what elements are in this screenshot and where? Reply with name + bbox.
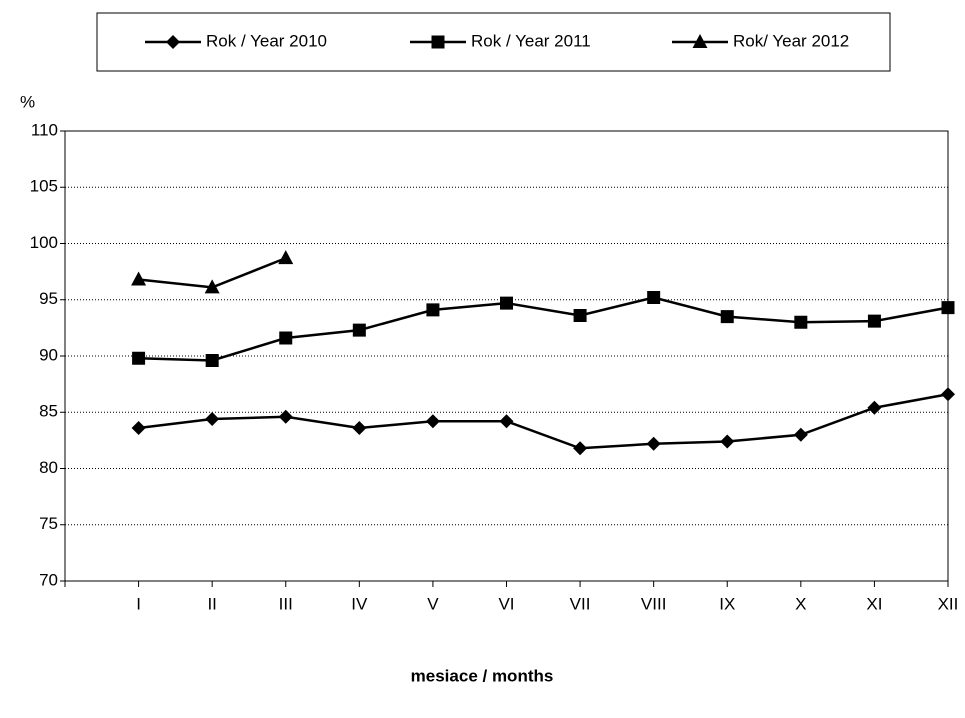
series-line: [138, 393, 949, 450]
legend-marker: [166, 35, 180, 49]
data-point: [573, 441, 588, 456]
x-axis-label: mesiace / months: [411, 666, 554, 685]
data-point: [426, 303, 440, 317]
data-point: [794, 315, 808, 329]
x-tick-label: IX: [719, 594, 735, 613]
data-point: [425, 414, 440, 429]
data-point: [941, 387, 955, 402]
x-tick-label: VII: [570, 594, 591, 613]
legend-marker: [692, 34, 708, 48]
y-axis-label: %: [20, 92, 35, 111]
legend-box: [96, 12, 891, 72]
data-point: [352, 421, 367, 435]
y-tick-label: 95: [39, 289, 58, 308]
x-tick-label: VIII: [641, 594, 667, 613]
data-point: [278, 409, 293, 424]
y-tick-label: 80: [39, 458, 58, 477]
y-tick-label: 90: [39, 345, 58, 364]
data-point: [941, 301, 955, 315]
x-tick-label: XII: [938, 594, 959, 613]
data-point: [573, 309, 587, 322]
y-tick-label: 110: [31, 120, 58, 139]
data-point: [131, 271, 147, 286]
data-point: [867, 314, 881, 328]
x-tick-label: I: [136, 594, 141, 613]
y-tick-label: 105: [30, 177, 58, 196]
legend-label: Rok / Year 2010: [206, 31, 327, 50]
data-point: [647, 291, 661, 304]
x-tick-label: X: [795, 594, 806, 613]
legend-label: Rok / Year 2011: [471, 31, 591, 50]
data-point: [499, 414, 514, 429]
data-point: [720, 310, 734, 324]
x-tick-label: XI: [866, 594, 882, 613]
legend-marker: [431, 35, 445, 49]
series-line: [138, 296, 949, 362]
data-point: [205, 412, 220, 426]
y-tick-label: 70: [39, 570, 58, 589]
data-point: [205, 354, 219, 367]
data-point: [279, 331, 293, 345]
y-tick-label: 100: [30, 233, 58, 252]
x-tick-label: III: [279, 594, 293, 613]
legend-label: Rok/ Year 2012: [733, 31, 849, 50]
x-tick-label: IV: [351, 594, 368, 613]
data-point: [131, 421, 146, 435]
x-tick-label: VI: [498, 594, 514, 613]
data-point: [867, 400, 882, 415]
x-tick-label: V: [427, 594, 439, 613]
data-point: [720, 434, 735, 449]
data-point: [500, 296, 513, 310]
data-point: [646, 436, 661, 451]
x-tick-label: II: [207, 594, 216, 613]
data-point: [132, 351, 146, 365]
data-point: [204, 279, 220, 294]
data-point: [278, 250, 294, 265]
data-point: [352, 323, 366, 337]
data-point: [793, 427, 808, 442]
y-tick-label: 75: [39, 514, 58, 533]
y-tick-label: 85: [39, 402, 58, 421]
